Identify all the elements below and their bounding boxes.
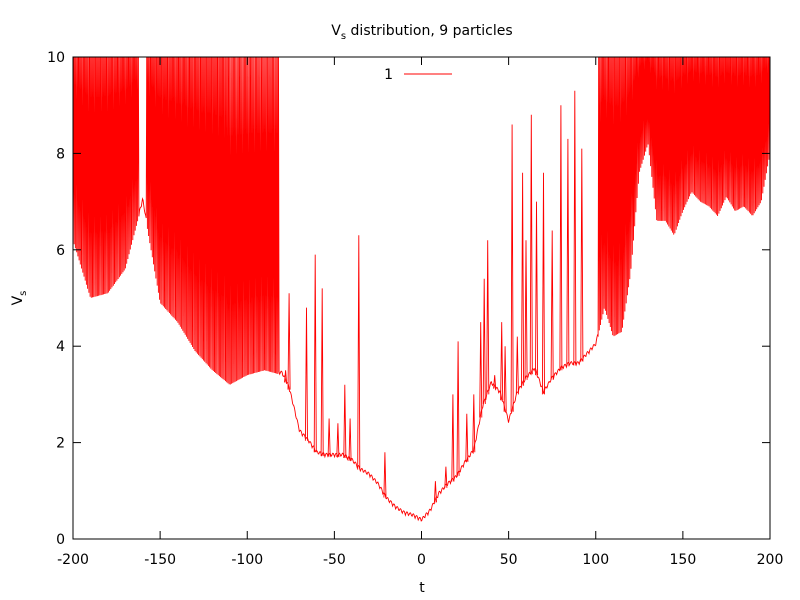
series-spike [580,148,584,362]
x-tick-label: -50 [323,552,346,568]
x-tick-label: 100 [582,552,609,568]
series-spike [524,240,528,380]
series-spike [486,240,490,395]
x-tick-label: -150 [144,552,176,568]
x-tick-label: -200 [57,552,89,568]
series-spike [482,278,486,405]
series-spike [521,172,525,386]
series-spike [515,336,519,395]
y-axis-label: Vs [10,291,29,306]
series-spike [566,138,570,367]
series-spike [327,418,331,458]
series-spike [500,322,504,401]
series-spike [451,394,455,482]
chart-title: Vs distribution, 9 particles [331,23,512,42]
series-spike [287,293,291,390]
series-spike [433,481,437,503]
series-spike [559,105,563,371]
x-tick-label: -100 [231,552,263,568]
series-spike [284,370,288,383]
series-spike [503,346,507,412]
series-spike [304,307,308,441]
legend-label: 1 [384,67,393,83]
legend: 1 [384,67,452,83]
series-spike [573,90,577,366]
x-axis-label: t [419,580,425,596]
series-spike [472,394,476,453]
y-tick-label: 2 [56,436,65,452]
series-spike [456,341,460,476]
y-tick-label: 0 [56,532,65,548]
series-layer [73,57,770,522]
y-tick-label: 10 [47,50,65,66]
series-spike [336,423,340,458]
series-spike [313,254,317,453]
series-spike [343,384,347,459]
series-spike [465,413,469,462]
series-spike [357,235,361,470]
y-axis: 0 2 4 6 8 10 [47,50,770,548]
series-spike [529,114,533,375]
x-tick-label: 150 [670,552,697,568]
series-line [73,57,770,522]
x-tick-label: 200 [757,552,784,568]
series-spike [383,452,387,498]
x-axis: -200 -150 -100 -50 0 50 100 150 200 [57,57,783,568]
y-tick-label: 4 [56,339,65,355]
series-spike [479,322,483,418]
series-spike [348,418,352,461]
series-spike [541,172,545,395]
y-tick-label: 6 [56,243,65,259]
series-spike [320,288,324,457]
chart-title-subscript: s [341,31,346,42]
x-tick-label: 0 [417,552,426,568]
series-spike [535,201,539,376]
series-spike [510,124,514,412]
x-tick-label: 50 [500,552,518,568]
series-spike [493,375,497,389]
series-spike [550,230,554,380]
y-tick-label: 8 [56,146,65,162]
series-spike [444,466,448,488]
